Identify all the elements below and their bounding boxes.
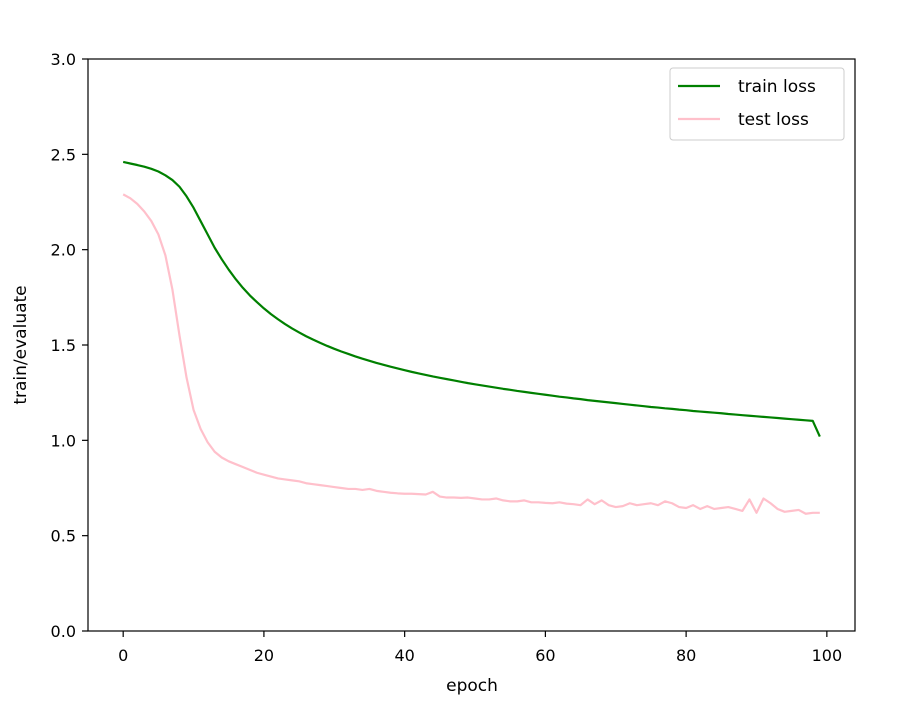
x-axis: 0 20 40 60 80 100 <box>118 631 842 665</box>
x-tick-label: 0 <box>118 646 128 665</box>
legend-label-test-loss: test loss <box>738 110 809 130</box>
series-layer <box>122 160 821 515</box>
y-tick-label: 0.0 <box>51 622 76 641</box>
legend: train loss test loss <box>669 67 845 141</box>
y-axis-label: train/evaluate <box>11 285 31 404</box>
x-tick-label: 80 <box>676 646 696 665</box>
y-tick-label: 2.5 <box>51 145 76 164</box>
x-tick-label: 60 <box>535 646 555 665</box>
y-tick-label: 3.0 <box>51 50 76 69</box>
x-tick-label: 100 <box>812 646 843 665</box>
x-axis-label: epoch <box>446 676 498 696</box>
x-tick-label: 20 <box>254 646 274 665</box>
y-axis: 0.0 0.5 1.0 1.5 2.0 2.5 3.0 <box>51 50 88 641</box>
y-tick-label: 1.0 <box>51 431 76 450</box>
x-tick-label: 40 <box>394 646 414 665</box>
legend-label-train-loss: train loss <box>738 77 816 97</box>
series-line-test-loss <box>122 193 820 515</box>
y-tick-label: 2.0 <box>51 241 76 260</box>
plot-frame <box>87 58 856 632</box>
series-line-train-loss <box>122 160 821 437</box>
y-tick-label: 0.5 <box>51 527 76 546</box>
y-tick-label: 1.5 <box>51 336 76 355</box>
